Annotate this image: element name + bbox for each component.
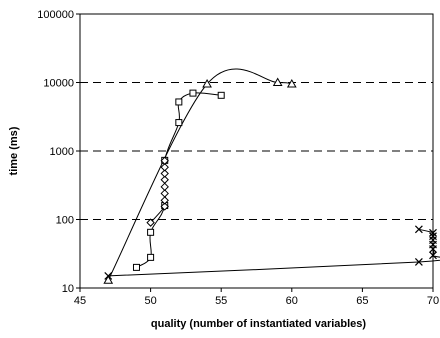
data-point-x <box>429 228 437 237</box>
series-markers <box>103 77 437 284</box>
data-point-x <box>429 232 437 241</box>
data-point-x <box>414 258 423 266</box>
series-curves <box>107 68 440 281</box>
x-tick-label: 50 <box>144 295 156 307</box>
data-point-triangle <box>286 79 297 88</box>
series-line-square <box>136 92 222 268</box>
data-point-triangle <box>272 77 283 86</box>
data-point-diamond <box>160 162 169 172</box>
y-axis-label: time (ms) <box>8 126 20 175</box>
series-line-x <box>108 228 440 277</box>
y-tick-label: 100000 <box>37 9 74 21</box>
data-point-square <box>189 89 197 97</box>
data-point-diamond <box>146 218 155 227</box>
data-point-x <box>104 272 113 280</box>
data-point-x <box>414 225 423 234</box>
data-point-square <box>175 98 183 106</box>
data-point-diamond <box>160 202 169 211</box>
x-tick-label: 70 <box>427 295 439 307</box>
data-point-x <box>429 251 437 260</box>
axis-ticks: 10 100 1000 10000 100000 45 50 55 60 65 70 <box>37 9 439 307</box>
data-point-square <box>217 91 225 99</box>
x-axis-label: quality (number of instantiated variable… <box>151 318 366 330</box>
x-tick-label: 55 <box>215 295 227 307</box>
x-tick-label: 45 <box>74 295 86 307</box>
data-point-square <box>147 228 155 236</box>
y-tick-label: 100 <box>56 215 74 227</box>
data-point-square <box>147 253 155 261</box>
data-point-diamond <box>160 175 169 184</box>
y-tick-label: 1000 <box>50 146 74 158</box>
data-point-triangle <box>103 275 114 284</box>
y-tick-label: 10000 <box>43 78 74 90</box>
grid <box>80 82 433 220</box>
data-point-diamond <box>160 182 169 192</box>
x-tick-label: 60 <box>286 295 298 307</box>
data-point-diamond <box>160 189 169 198</box>
data-point-square <box>132 263 140 271</box>
x-tick-label: 65 <box>356 295 368 307</box>
series-line-triangle <box>107 68 292 281</box>
data-point-triangle <box>202 79 212 88</box>
data-point-diamond <box>160 156 169 165</box>
data-point-diamond <box>160 169 169 178</box>
data-point-diamond <box>160 196 169 205</box>
data-point-square <box>175 119 183 127</box>
y-tick-label: 10 <box>62 283 74 295</box>
